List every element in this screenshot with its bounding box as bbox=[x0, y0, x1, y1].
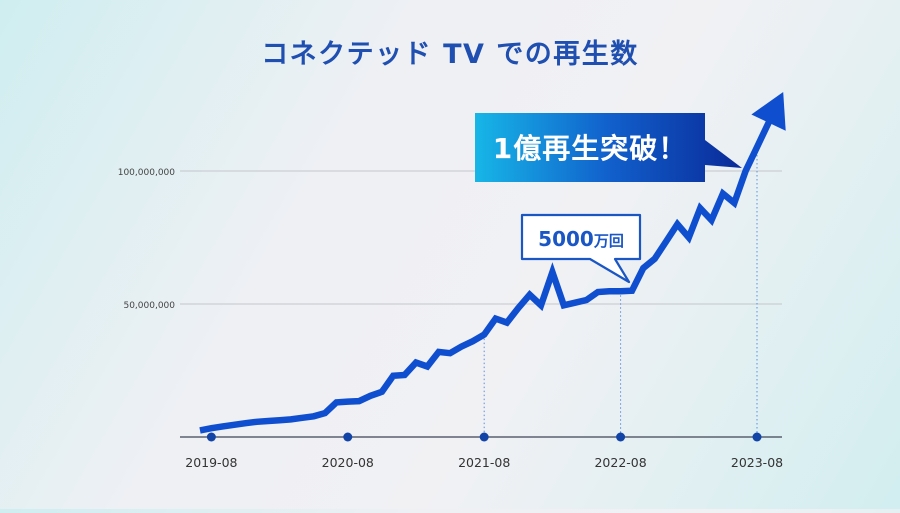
milestone-50m-number: 5000 bbox=[538, 227, 594, 251]
x-tick-label-2: 2021-08 bbox=[458, 455, 510, 470]
x-tick-label-0: 2019-08 bbox=[185, 455, 237, 470]
milestone-50m-callout-box bbox=[520, 213, 642, 284]
milestone-100m-label: 1億再生突破！ bbox=[493, 132, 687, 165]
milestone-50m-callout: 5000万回 bbox=[520, 213, 642, 284]
y-tick-label-1: 100,000,000 bbox=[118, 168, 176, 178]
x-tick-label-4: 2023-08 bbox=[731, 455, 783, 470]
x-tick-marker-2 bbox=[479, 432, 489, 442]
x-tick-label-1: 2020-08 bbox=[322, 455, 374, 470]
milestone-50m-unit: 万回 bbox=[593, 232, 624, 250]
x-tick-marker-3 bbox=[616, 432, 626, 442]
x-tick-label-3: 2022-08 bbox=[594, 455, 646, 470]
chart-title: コネクテッド TV での再生数 bbox=[261, 39, 639, 70]
series-arrow-head bbox=[751, 92, 786, 131]
y-tick-label-0: 50,000,000 bbox=[123, 301, 175, 311]
milestone-50m-label: 5000万回 bbox=[538, 227, 624, 251]
series-line bbox=[199, 110, 777, 434]
x-tick-marker-4 bbox=[752, 432, 762, 442]
milestone-100m-callout-box bbox=[475, 113, 742, 182]
milestone-100m-callout: 1億再生突破！ bbox=[475, 113, 742, 182]
x-tick-marker-1 bbox=[343, 432, 353, 442]
x-tick-marker-0 bbox=[206, 432, 216, 442]
